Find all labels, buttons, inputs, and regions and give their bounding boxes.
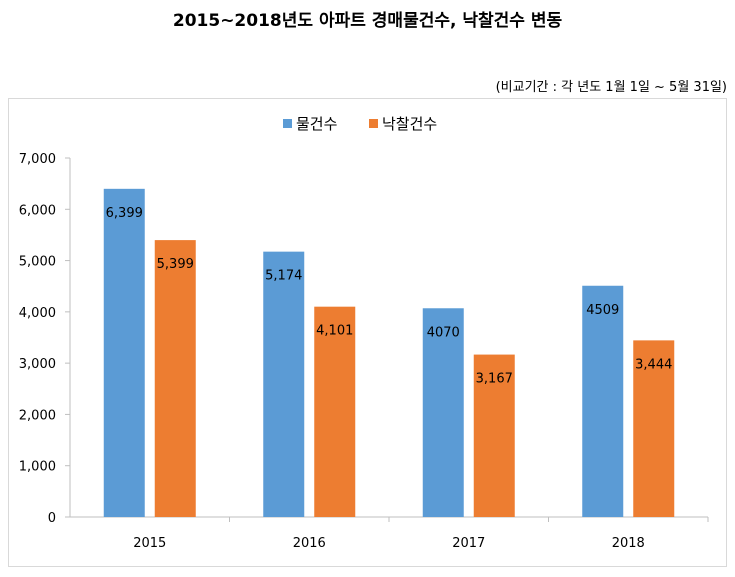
bars xyxy=(103,188,675,518)
y-tick-label: 7,000 xyxy=(19,152,56,167)
data-label: 4070 xyxy=(427,325,460,340)
x-tick-label: 2015 xyxy=(133,536,166,551)
data-labels: 6,399 5,399 5,174 4,101 4070 3,167 4509 3,444 xyxy=(106,206,673,387)
y-tick-label: 4,000 xyxy=(19,306,56,321)
legend-swatch-series-2 xyxy=(369,119,378,128)
data-label: 4,101 xyxy=(316,324,353,339)
chart-frame xyxy=(8,98,727,567)
legend-label-series-1: 물건수 xyxy=(296,115,337,133)
data-label: 3,444 xyxy=(635,357,672,372)
x-tick-label: 2018 xyxy=(612,536,645,551)
data-label: 3,167 xyxy=(476,372,513,387)
axes: 0 1,000 2,000 3,000 4,000 5,000 6,000 7,000 2015… xyxy=(19,152,709,551)
data-label: 5,399 xyxy=(157,257,194,272)
y-tick-label: 1,000 xyxy=(19,460,56,475)
bar-series-2-2017 xyxy=(473,354,515,517)
data-label: 5,174 xyxy=(265,269,302,284)
bar-series-1-2017 xyxy=(422,308,464,517)
legend-label-series-2: 낙찰건수 xyxy=(382,115,437,133)
chart-subtitle: (비교기간 : 각 년도 1월 1일 ~ 5월 31일) xyxy=(495,80,727,95)
data-label: 6,399 xyxy=(106,206,143,221)
legend-swatch-series-1 xyxy=(283,119,292,128)
y-tick-label: 0 xyxy=(48,511,56,526)
y-tick-label: 5,000 xyxy=(19,255,56,270)
bar-series-2-2016 xyxy=(314,306,356,517)
bar-series-1-2015 xyxy=(103,188,145,518)
x-tick-label: 2016 xyxy=(293,536,326,551)
y-tick-label: 6,000 xyxy=(19,203,56,218)
legend: 물건수 낙찰건수 xyxy=(283,115,437,133)
chart-title: 2015~2018년도 아파트 경매물건수, 낙찰건수 변동 xyxy=(172,11,563,31)
bar-series-1-2016 xyxy=(263,251,305,518)
bar-series-2-2015 xyxy=(154,240,196,517)
y-tick-label: 3,000 xyxy=(19,357,56,372)
data-label: 4509 xyxy=(586,303,619,318)
x-tick-label: 2017 xyxy=(452,536,485,551)
bar-series-1-2018 xyxy=(582,285,624,517)
y-tick-label: 2,000 xyxy=(19,408,56,423)
bar-series-2-2018 xyxy=(633,340,675,517)
